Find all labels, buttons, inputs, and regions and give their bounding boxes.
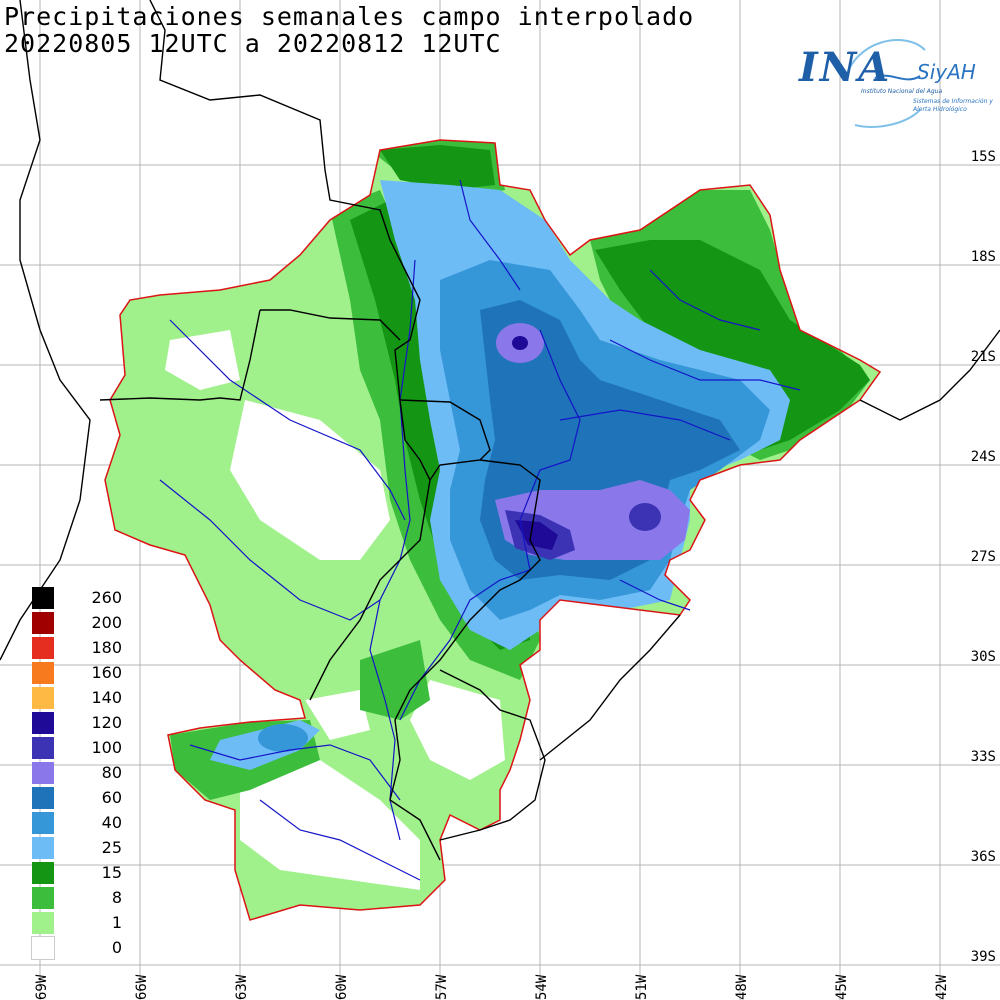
legend-value: 0 bbox=[111, 938, 122, 957]
lon-label: 54W bbox=[534, 974, 550, 1000]
legend-swatch bbox=[31, 936, 55, 960]
legend-swatch bbox=[32, 737, 54, 759]
legend-swatch bbox=[32, 637, 54, 659]
legend-value: 25 bbox=[101, 838, 122, 857]
lon-label: 63W bbox=[234, 974, 250, 1000]
legend-value: 15 bbox=[101, 863, 122, 882]
logo-ina-text: INA bbox=[799, 44, 892, 91]
map-title: Precipitaciones semanales campo interpol… bbox=[4, 2, 695, 31]
logo-institute-text: Instituto Nacional del Agua bbox=[861, 88, 943, 95]
lat-label: 39S bbox=[970, 949, 996, 965]
legend-value: 1 bbox=[111, 913, 122, 932]
legend-swatch bbox=[32, 837, 54, 859]
lon-label: 60W bbox=[334, 974, 350, 1000]
legend-value: 140 bbox=[91, 688, 122, 707]
logo-siyah-text: SiyAH bbox=[917, 60, 976, 84]
lat-label: 24S bbox=[970, 449, 996, 465]
country-borders bbox=[0, 0, 1000, 861]
legend-value: 200 bbox=[91, 613, 122, 632]
legend-value: 40 bbox=[101, 813, 122, 832]
lon-label: 66W bbox=[134, 974, 150, 1000]
map-date-range: 20220805 12UTC a 20220812 12UTC bbox=[4, 29, 502, 58]
legend-value: 120 bbox=[91, 713, 122, 732]
logo-swoosh-icon bbox=[844, 39, 926, 128]
legend-value: 60 bbox=[101, 788, 122, 807]
lat-label: 18S bbox=[970, 249, 996, 265]
legend-swatch bbox=[32, 912, 54, 934]
legend-swatch bbox=[32, 787, 54, 809]
legend-value: 260 bbox=[91, 588, 122, 607]
legend-value: 160 bbox=[91, 663, 122, 682]
legend-swatch bbox=[32, 662, 54, 684]
legend-swatch bbox=[32, 612, 54, 634]
lon-label: 51W bbox=[634, 974, 650, 1000]
legend-value: 8 bbox=[111, 888, 122, 907]
basin-outline bbox=[104, 139, 882, 921]
rivers bbox=[159, 179, 801, 881]
legend-swatch bbox=[32, 812, 54, 834]
legend-swatch bbox=[32, 862, 54, 884]
lat-label: 36S bbox=[970, 849, 996, 865]
legend-swatch bbox=[32, 762, 54, 784]
legend-value: 180 bbox=[91, 638, 122, 657]
lon-label: 42W bbox=[934, 974, 950, 1000]
lat-label: 30S bbox=[970, 649, 996, 665]
lat-label: 15S bbox=[970, 149, 996, 165]
lon-label: 48W bbox=[734, 974, 750, 1000]
lat-label: 33S bbox=[970, 749, 996, 765]
legend-swatch bbox=[32, 587, 54, 609]
legend-swatch bbox=[32, 887, 54, 909]
lon-label: 57W bbox=[434, 974, 450, 1000]
legend-value: 100 bbox=[91, 738, 122, 757]
legend-swatch bbox=[32, 712, 54, 734]
legend-value: 80 bbox=[101, 763, 122, 782]
ina-siyah-logo: INA SiyAH Instituto Nacional del Agua Si… bbox=[795, 30, 995, 130]
lat-label: 21S bbox=[970, 349, 996, 365]
lon-label: 69W bbox=[34, 974, 50, 1000]
legend-swatch bbox=[32, 687, 54, 709]
lat-label: 27S bbox=[970, 549, 996, 565]
logo-system-text: Sistemas de Información y Alerta Hidroló… bbox=[913, 98, 993, 113]
lon-label: 45W bbox=[834, 974, 850, 1000]
